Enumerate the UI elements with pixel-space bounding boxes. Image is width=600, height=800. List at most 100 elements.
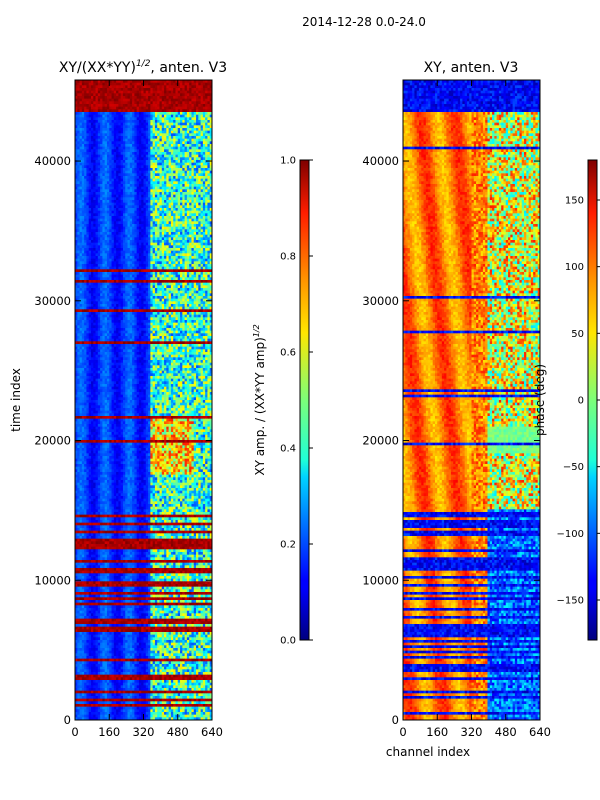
heatmap-cell (157, 168, 160, 172)
heatmap-cell (122, 266, 126, 270)
heatmap-cell (118, 88, 122, 92)
heatmap-cell (111, 189, 115, 193)
heatmap-cell (75, 120, 78, 124)
heatmap-cell (138, 272, 142, 276)
heatmap-cell (136, 258, 140, 262)
heatmap-cell (125, 141, 128, 145)
heatmap-cell (157, 96, 160, 100)
heatmap-cell (164, 154, 167, 158)
heatmap-cell (209, 280, 212, 284)
heatmap-cell (120, 165, 124, 169)
heatmap-cell (150, 90, 154, 94)
heatmap-cell (196, 128, 199, 132)
heatmap-cell (79, 181, 83, 185)
heatmap-cell (159, 250, 163, 254)
heatmap-cell (145, 90, 149, 94)
heatmap-cell (111, 202, 115, 206)
heatmap-cell (184, 136, 188, 140)
heatmap-cell (93, 144, 96, 148)
heatmap-cell (84, 122, 87, 126)
heatmap-cell (168, 122, 172, 126)
heatmap-cell (177, 136, 181, 140)
heatmap-cell (120, 261, 124, 265)
heatmap-cell (134, 290, 138, 294)
heatmap-cell (148, 288, 151, 292)
heatmap-cell (182, 165, 185, 169)
heatmap-cell (81, 101, 85, 105)
heatmap-cell (100, 210, 103, 214)
heatmap-cell (186, 154, 190, 158)
heatmap-cell (168, 264, 172, 268)
heatmap-cell (125, 293, 128, 297)
heatmap-cell (77, 184, 80, 188)
heatmap-cell (157, 272, 160, 276)
heatmap-cell (152, 117, 156, 121)
heatmap-cell (95, 237, 99, 241)
heatmap-cell (138, 282, 142, 286)
heatmap-cell (186, 269, 190, 273)
heatmap-cell (150, 160, 154, 164)
heatmap-cell (100, 248, 103, 252)
heatmap-cell (148, 296, 151, 300)
heatmap-cell (75, 146, 78, 150)
left-title-prefix: XY/(XX*YY) (59, 60, 136, 76)
heatmap-cell (157, 192, 160, 196)
heatmap-cell (111, 218, 115, 222)
heatmap-cell (180, 213, 183, 217)
heatmap-cell (90, 146, 94, 150)
heatmap-cell (132, 144, 135, 148)
heatmap-cell (93, 146, 96, 150)
heatmap-cell (182, 176, 185, 180)
heatmap-cell (182, 237, 185, 241)
heatmap-cell (104, 168, 108, 172)
heatmap-cell (177, 122, 181, 126)
heatmap-cell (106, 258, 110, 262)
heatmap-cell (81, 125, 85, 129)
heatmap-cell (198, 266, 201, 270)
heatmap-cell (77, 274, 80, 278)
heatmap-cell (164, 298, 167, 302)
heatmap-cell (81, 80, 85, 84)
heatmap-cell (118, 261, 122, 265)
heatmap-cell (134, 122, 138, 126)
heatmap-cell (196, 149, 199, 153)
heatmap-cell (189, 189, 192, 193)
heatmap-cell (95, 242, 99, 246)
heatmap-cell (109, 168, 112, 172)
heatmap-cell (164, 101, 167, 105)
heatmap-cell (168, 82, 172, 86)
heatmap-cell (129, 285, 133, 289)
heatmap-cell (168, 226, 172, 230)
heatmap-cell (84, 168, 87, 172)
heatmap-cell (161, 149, 165, 153)
heatmap-cell (196, 282, 199, 286)
heatmap-cell (97, 224, 101, 228)
heatmap-cell (148, 168, 151, 172)
heatmap-cell (154, 253, 158, 257)
heatmap-cell (118, 149, 122, 153)
heatmap-cell (184, 298, 188, 302)
heatmap-cell (102, 296, 106, 300)
heatmap-cell (168, 157, 172, 161)
heatmap-cell (116, 253, 119, 257)
heatmap-cell (148, 82, 151, 86)
heatmap-cell (157, 221, 160, 225)
heatmap-cell (129, 277, 133, 281)
heatmap-cell (205, 144, 208, 148)
heatmap-cell (145, 288, 149, 292)
heatmap-cell (166, 146, 170, 150)
heatmap-cell (175, 189, 179, 193)
heatmap-cell (168, 85, 172, 89)
heatmap-cell (127, 280, 131, 284)
heatmap-cell (186, 176, 190, 180)
heatmap-cell (122, 93, 126, 97)
heatmap-cell (79, 133, 83, 137)
heatmap-cell (93, 245, 96, 249)
heatmap-cell (100, 146, 103, 150)
heatmap-cell (118, 173, 122, 177)
heatmap-cell (127, 162, 131, 166)
heatmap-cell (193, 101, 197, 105)
heatmap-cell (143, 277, 147, 281)
heatmap-cell (184, 90, 188, 94)
heatmap-cell (161, 216, 165, 220)
